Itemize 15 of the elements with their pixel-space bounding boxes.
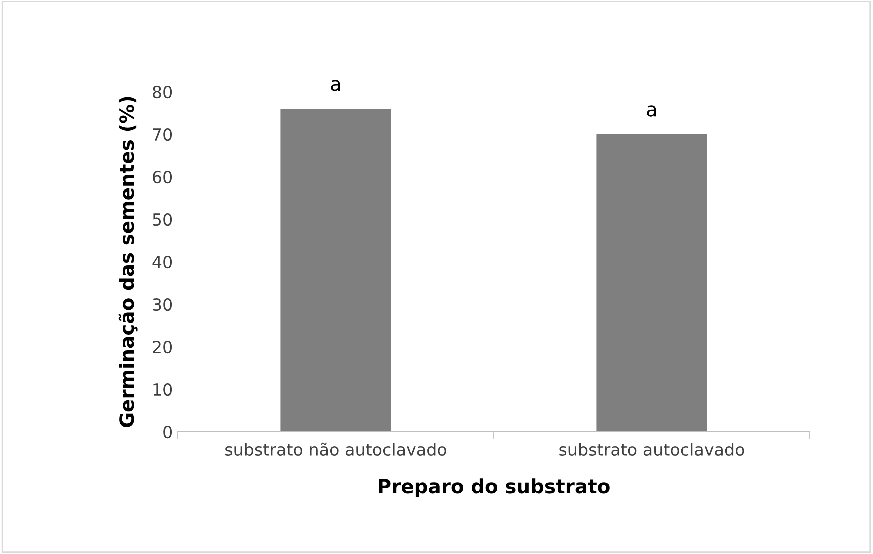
y-tick-label: 80 [153,86,172,99]
y-tick-label: 70 [153,128,172,142]
y-tick-label: 0 [164,426,172,439]
y-tick-label: 20 [153,340,172,354]
y-axis-title: Germinação das sementes (%) [118,97,138,428]
annotation: a [331,80,340,92]
x-tick-label: substrato não autoclavado [226,442,446,456]
x-axis-title: Preparo do substrato [379,478,610,498]
y-tick-label: 60 [153,170,172,184]
y-tick-label: 50 [153,213,172,226]
x-tick-label: substrato autoclavado [560,443,744,456]
y-tick-label: 40 [152,256,172,269]
y-tick-label: 30 [153,298,172,312]
y-tick-label: 10 [154,383,172,396]
annotation: a [647,106,656,117]
